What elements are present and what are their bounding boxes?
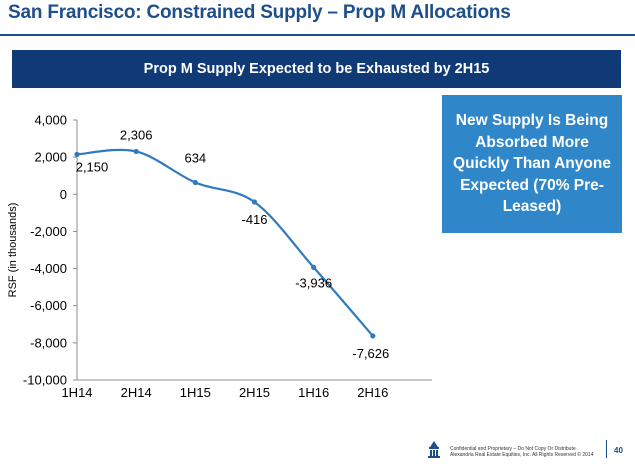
data-label: -416	[241, 212, 267, 227]
data-label: -7,626	[352, 346, 389, 361]
x-tick-label: 1H16	[298, 385, 329, 400]
y-tick-label: 2,000	[34, 150, 67, 165]
data-point	[133, 148, 139, 155]
y-tick-label: 4,000	[34, 113, 67, 128]
page-number: 40	[614, 446, 623, 455]
supply-line-chart: 4,000 2,000 0 -2,000 -4,000 -6,000 -8,000 -10,0…	[7, 113, 432, 400]
page-title: San Francisco: Constrained Supply – Prop…	[8, 2, 511, 23]
x-tick-label: 1H15	[180, 385, 211, 400]
data-label: -3,936	[295, 275, 332, 290]
data-label: 634	[184, 151, 206, 166]
y-tick-label: 0	[60, 187, 67, 202]
y-tick-label: -10,000	[23, 373, 67, 388]
x-tick-label: 1H14	[61, 385, 92, 400]
series-line	[76, 148, 374, 337]
x-tick-label: 2H15	[239, 385, 270, 400]
x-tick-label: 2H16	[357, 385, 388, 400]
footer-line-2: Alexandria Real Estate Equities, Inc. Al…	[450, 452, 594, 458]
chart-banner: Prop M Supply Expected to be Exhausted b…	[12, 50, 621, 88]
banner-text: Prop M Supply Expected to be Exhausted b…	[143, 61, 490, 77]
data-point	[251, 199, 258, 205]
data-point	[311, 264, 317, 270]
data-label: 2,150	[76, 159, 109, 174]
callout-text: New Supply Is Being Absorbed More Quickl…	[453, 112, 611, 216]
x-tick-label: 2H14	[121, 385, 152, 400]
y-tick-label: -8,000	[30, 335, 67, 350]
data-point	[370, 333, 376, 339]
y-axis-title: RSF (in thousands)	[7, 203, 19, 298]
callout-box: New Supply Is Being Absorbed More Quickl…	[442, 95, 622, 233]
y-tick-label: -6,000	[30, 298, 67, 313]
data-point	[74, 151, 80, 157]
title-divider	[0, 34, 635, 36]
data-point	[192, 179, 198, 186]
footer-line-1: Confidential and Proprietary – Do Not Co…	[450, 446, 576, 452]
y-tick-label: -2,000	[30, 224, 67, 239]
footer-notice: Confidential and Proprietary – Do Not Co…	[450, 446, 593, 458]
footer-divider	[606, 440, 607, 458]
data-label: 2,306	[120, 127, 153, 142]
y-tick-label: -4,000	[30, 261, 67, 276]
company-logo-icon	[428, 441, 440, 458]
